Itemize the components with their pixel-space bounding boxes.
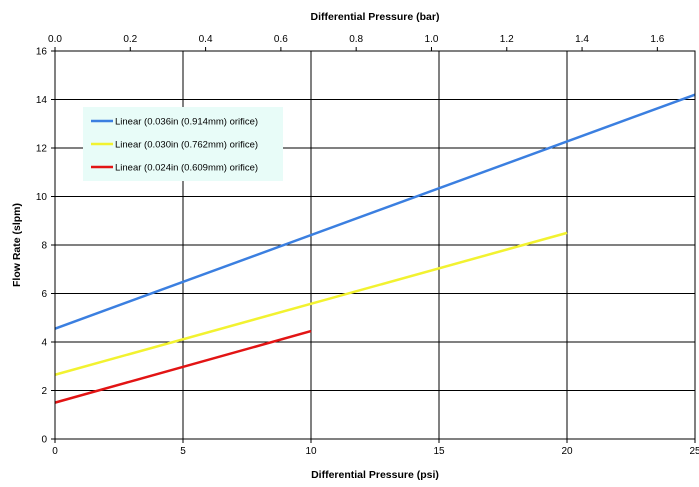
- top-axis-tick-label: 0.8: [349, 34, 363, 45]
- top-axis-tick-label: 0.0: [48, 34, 62, 45]
- x-tick-label: 5: [180, 446, 186, 457]
- y-tick-label: 10: [36, 192, 48, 203]
- x-axis-title: Differential Pressure (psi): [311, 469, 439, 481]
- top-axis-tick-label: 0.4: [199, 34, 213, 45]
- top-axis-title: Differential Pressure (bar): [311, 11, 440, 23]
- x-tick-label: 10: [305, 446, 317, 457]
- y-tick-label: 6: [41, 289, 47, 300]
- series-line-3: [54, 329, 312, 404]
- top-axis-tick-label: 1.2: [500, 34, 514, 45]
- legend-label-2: Linear (0.030in (0.762mm) orifice): [115, 140, 258, 151]
- top-axis-tick-label: 1.6: [650, 34, 664, 45]
- legend-background: [83, 107, 283, 181]
- series-line-2: [54, 231, 568, 376]
- y-axis-title: Flow Rate (slpm): [11, 203, 23, 287]
- tick-labels: 0 2 4 6 8 10 12 14 16 0 5 10 15 20 25 0.0 0.2 0.4 0.6 0.8 1.…: [36, 34, 699, 457]
- series-layer: [54, 93, 696, 404]
- series-line-1: [54, 93, 696, 330]
- top-axis-tick-label: 0.6: [274, 34, 288, 45]
- x-tick-label: 25: [689, 446, 699, 457]
- y-tick-label: 2: [41, 386, 47, 397]
- legend-label-1: Linear (0.036in (0.914mm) orifice): [115, 117, 258, 128]
- x-tick-label: 20: [561, 446, 573, 457]
- y-tick-label: 8: [41, 241, 47, 252]
- y-tick-label: 0: [41, 435, 47, 446]
- y-tick-label: 4: [41, 338, 47, 349]
- y-tick-label: 12: [36, 144, 48, 155]
- y-tick-label: 16: [36, 47, 48, 58]
- x-tick-label: 15: [433, 446, 445, 457]
- legend-label-3: Linear (0.024in (0.609mm) orifice): [115, 163, 258, 174]
- top-axis-tick-label: 0.2: [123, 34, 137, 45]
- top-axis-tick-label: 1.0: [425, 34, 439, 45]
- y-tick-label: 14: [36, 95, 48, 106]
- top-axis-tick-label: 1.4: [575, 34, 589, 45]
- ticks: [51, 47, 696, 443]
- legend: Linear (0.036in (0.914mm) orifice) Linear…: [83, 107, 283, 181]
- x-tick-label: 0: [52, 446, 58, 457]
